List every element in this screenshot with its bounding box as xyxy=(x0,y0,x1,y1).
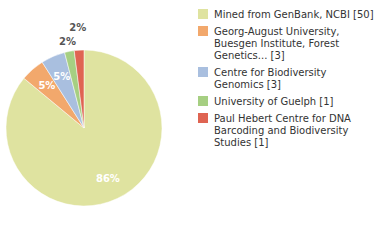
pie-slice xyxy=(6,50,162,206)
data-label: 5% xyxy=(38,80,55,91)
legend-swatch xyxy=(198,113,208,123)
legend-swatch xyxy=(198,26,208,36)
data-label: 5% xyxy=(53,71,70,82)
legend-swatch xyxy=(198,9,208,19)
legend-label: Centre for BiodiversityGenomics [3] xyxy=(214,67,327,90)
data-label: 86% xyxy=(96,173,120,184)
data-label: 2% xyxy=(59,36,76,47)
pie-slice xyxy=(65,51,84,128)
legend-swatch xyxy=(198,67,208,77)
legend-label: Paul Hebert Centre for DNABarcoding and … xyxy=(214,113,351,148)
data-label: 2% xyxy=(69,22,86,33)
legend: Mined from GenBank, NCBI [50] Georg-Augus… xyxy=(198,9,374,148)
legend-label: Mined from GenBank, NCBI [50] xyxy=(214,9,374,20)
chart: 86% 5%5% 2% 2% Mined from GenBank, NCBI [50]… xyxy=(0,0,380,240)
legend-swatch xyxy=(198,96,208,106)
pie-slice xyxy=(74,50,84,128)
pie: 86% 5%5% 2% 2% xyxy=(6,22,162,206)
legend-label: University of Guelph [1] xyxy=(214,96,334,107)
legend-label: Georg-August University,Buesgen Institut… xyxy=(214,26,340,61)
